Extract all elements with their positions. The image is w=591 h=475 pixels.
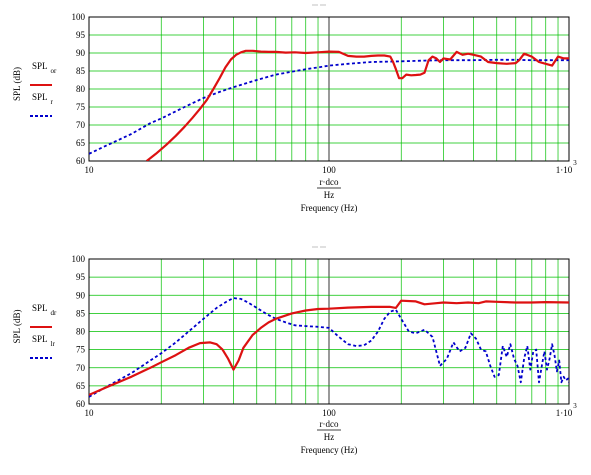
legend-series-name: SPL <box>32 61 48 71</box>
y-tick-label: 85 <box>76 66 86 76</box>
y-tick-label: 90 <box>76 290 86 300</box>
y-tick-label: 70 <box>76 120 86 130</box>
plot-frame <box>88 258 570 405</box>
grid-lines <box>89 17 569 161</box>
x-tick-label: 10 <box>85 165 95 175</box>
y-tick-label: 90 <box>76 48 86 58</box>
x-axis-title: Frequency (Hz) <box>301 203 358 213</box>
y-tick-label: 100 <box>72 12 86 22</box>
legend-series-name: SPL <box>32 334 48 344</box>
series-line-solid <box>146 49 569 161</box>
y-tick-label: 75 <box>76 102 86 112</box>
legend-label: SPL lr <box>32 334 55 348</box>
series-group <box>89 49 569 161</box>
y-axis-title: SPL (dB) <box>12 310 22 344</box>
x-label-unit: Hz <box>324 190 335 200</box>
series-group <box>89 297 569 398</box>
x-label-unit: Hz <box>324 432 335 442</box>
series-line-solid <box>89 299 569 396</box>
y-tick-label: 70 <box>76 363 86 373</box>
legend-series-name: SPL <box>32 303 48 313</box>
x-tick-label: 1·10 <box>556 408 573 418</box>
y-tick-label: 95 <box>76 30 86 40</box>
y-tick-label: 60 <box>76 156 86 166</box>
plot-frame <box>88 16 570 162</box>
series-line-dashed <box>89 297 569 398</box>
legend-series-subscript: or <box>51 67 58 75</box>
chart-2: 60 65 70 75 80 85 90 95 100 10 100 1·103 r·dco Hz Freq… <box>12 246 578 455</box>
x-label-top: r·dco <box>320 177 339 187</box>
legend-series-subscript: dr <box>51 309 58 317</box>
y-tick-labels: 60 65 70 75 80 85 90 95 100 <box>72 254 86 409</box>
x-tick-labels: 10 100 1·103 <box>85 402 578 418</box>
y-tick-labels: 60 65 70 75 80 85 90 95 100 <box>72 12 86 166</box>
series-line-dashed <box>89 58 569 155</box>
y-tick-label: 100 <box>72 254 86 264</box>
x-tick-exponent: 3 <box>573 402 577 410</box>
x-tick-exponent: 3 <box>573 159 577 167</box>
x-tick-label: 10 <box>85 408 95 418</box>
legend-label: SPL or <box>32 61 57 75</box>
legend-series-subscript: lr <box>51 340 56 348</box>
y-tick-label: 85 <box>76 308 86 318</box>
x-axis-title: Frequency (Hz) <box>301 445 358 455</box>
legend-series-name: SPL <box>32 92 48 102</box>
y-tick-label: 60 <box>76 399 86 409</box>
chart-1: 60 65 70 75 80 85 90 95 100 10 100 1·103 r·dco Hz Freq… <box>12 4 578 213</box>
x-tick-label: 100 <box>322 408 336 418</box>
y-tick-label: 95 <box>76 272 86 282</box>
y-tick-label: 80 <box>76 84 86 94</box>
grid-lines <box>89 259 569 404</box>
legend-label: SPL r <box>32 92 54 106</box>
x-tick-labels: 10 100 1·103 <box>85 159 578 175</box>
y-tick-label: 75 <box>76 345 86 355</box>
y-tick-label: 65 <box>76 381 86 391</box>
x-label-top: r·dco <box>320 419 339 429</box>
y-tick-label: 80 <box>76 327 86 337</box>
y-tick-label: 65 <box>76 138 86 148</box>
x-tick-label: 1·10 <box>556 165 573 175</box>
y-axis-title: SPL (dB) <box>12 67 22 101</box>
x-tick-label: 100 <box>322 165 336 175</box>
legend-label: SPL dr <box>32 303 57 317</box>
legend-series-subscript: r <box>51 98 54 106</box>
